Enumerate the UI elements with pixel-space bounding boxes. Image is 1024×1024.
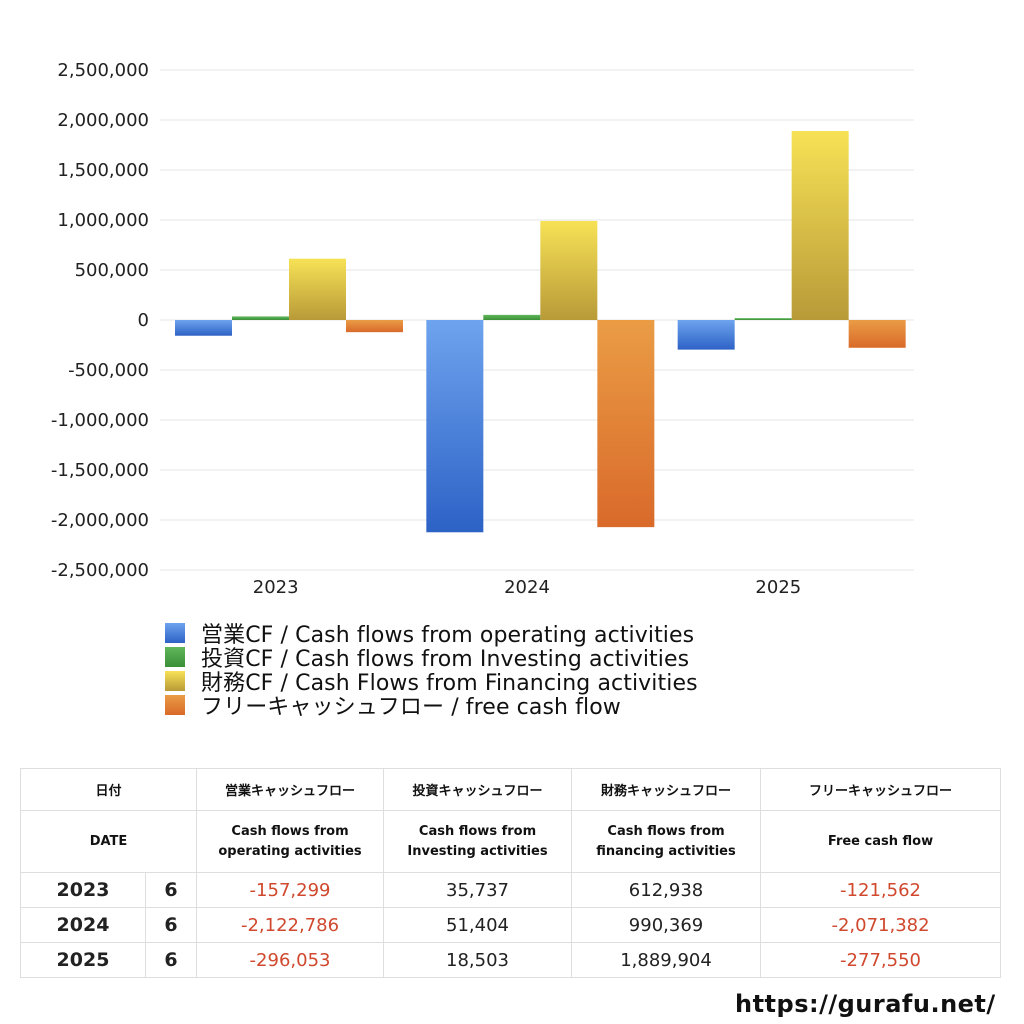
legend-item-operating: 営業CF / Cash flows from operating activit… xyxy=(165,621,698,648)
bar-operating-2024 xyxy=(426,320,484,533)
cell-year: 2025 xyxy=(20,942,146,978)
bar-free-cash-flow-2025 xyxy=(848,320,906,348)
bar-financing-2023 xyxy=(289,258,346,320)
cell-year: 2023 xyxy=(20,872,146,908)
y-tick-label: 1,000,000 xyxy=(57,210,149,231)
header-investing-ja: 投資キャッシュフロー xyxy=(383,768,573,811)
legend-swatch-investing xyxy=(165,647,185,667)
cell-operating: -296,053 xyxy=(196,942,385,978)
header-investing-en-line1: Cash flows from xyxy=(418,823,537,839)
site-url[interactable]: https://gurafu.net/ xyxy=(735,990,996,1018)
bar-free-cash-flow-2023 xyxy=(346,320,403,333)
bar-investing-2024 xyxy=(483,314,541,320)
legend-item-financing: 財務CF / Cash Flows from Financing activit… xyxy=(165,669,698,696)
y-tick-label: 2,000,000 xyxy=(57,110,149,131)
cell-investing: 51,404 xyxy=(383,907,573,943)
y-tick-label: -1,000,000 xyxy=(51,410,149,431)
cell-free: -121,562 xyxy=(760,872,1002,908)
y-tick-label: 500,000 xyxy=(75,260,149,281)
header-operating-en-line2: operating activities xyxy=(218,843,362,859)
y-tick-label: -500,000 xyxy=(68,360,149,381)
table-header-ja: 日付 営業キャッシュフロー 投資キャッシュフロー 財務キャッシュフロー フリーキ… xyxy=(19,768,1002,811)
y-tick-label: -2,500,000 xyxy=(51,560,149,581)
bar-investing-2023 xyxy=(232,316,289,320)
legend-swatch-financing xyxy=(165,671,185,691)
bar-operating-2025 xyxy=(677,320,735,350)
header-investing-en-line2: Investing activities xyxy=(407,843,548,859)
cell-financing: 1,889,904 xyxy=(571,942,762,978)
bar-free-cash-flow-2024 xyxy=(597,320,655,528)
header-free-ja: フリーキャッシュフロー xyxy=(760,768,1002,811)
bar-financing-2025 xyxy=(791,131,849,320)
legend-item-free-cash-flow: フリーキャッシュフロー / free cash flow xyxy=(165,693,698,720)
cell-operating: -2,122,786 xyxy=(196,907,385,943)
legend-label-investing: 投資CF / Cash flows from Investing activit… xyxy=(201,647,690,672)
table-row: 2024 6 -2,122,786 51,404 990,369 -2,071,… xyxy=(20,907,1002,943)
table-row: 2025 6 -296,053 18,503 1,889,904 -277,55… xyxy=(20,942,1002,978)
cell-financing: 990,369 xyxy=(571,907,762,943)
cell-investing: 35,737 xyxy=(383,872,573,908)
bar-financing-2024 xyxy=(540,220,598,320)
legend-swatch-free-cash-flow xyxy=(165,695,185,715)
cell-free: -277,550 xyxy=(760,942,1002,978)
legend-label-operating: 営業CF / Cash flows from operating activit… xyxy=(201,623,695,648)
legend-label-financing: 財務CF / Cash Flows from Financing activit… xyxy=(201,671,698,696)
bars xyxy=(175,131,906,533)
x-tick-label: 2024 xyxy=(504,577,550,598)
header-date-en: DATE xyxy=(19,810,198,873)
y-tick-label: -2,000,000 xyxy=(51,510,149,531)
table-row: 2023 6 -157,299 35,737 612,938 -121,562 xyxy=(20,872,1002,908)
table-header-en: DATE Cash flows from operating activitie… xyxy=(19,810,1002,873)
cell-year: 2024 xyxy=(20,907,146,943)
chart-legend: 営業CF / Cash flows from operating activit… xyxy=(165,621,698,720)
cash-flow-table: 日付 営業キャッシュフロー 投資キャッシュフロー 財務キャッシュフロー フリーキ… xyxy=(19,768,1002,978)
y-tick-label: 0 xyxy=(138,310,149,331)
cell-financing: 612,938 xyxy=(571,872,762,908)
legend-swatch-operating xyxy=(165,623,185,643)
header-date-ja: 日付 xyxy=(19,768,198,811)
cell-month: 6 xyxy=(144,907,198,943)
x-tick-label: 2025 xyxy=(755,577,801,598)
y-tick-label: -1,500,000 xyxy=(51,460,149,481)
cell-month: 6 xyxy=(144,942,198,978)
header-financing-ja: 財務キャッシュフロー xyxy=(571,768,762,811)
y-tick-label: 1,500,000 xyxy=(57,160,149,181)
x-axis-ticks: 2023 2024 2025 xyxy=(253,577,801,598)
cash-flow-bar-chart: 2,500,000 2,000,000 1,500,000 1,000,000 500,… xyxy=(51,60,914,598)
header-free-en: Free cash flow xyxy=(760,810,1002,873)
header-operating-en-line1: Cash flows from xyxy=(231,823,349,839)
header-operating-ja: 営業キャッシュフロー xyxy=(196,768,385,811)
header-operating-en: Cash flows from operating activities xyxy=(196,810,385,873)
cell-investing: 18,503 xyxy=(383,942,573,978)
header-financing-en: Cash flows from financing activities xyxy=(571,810,762,873)
bar-investing-2025 xyxy=(734,318,792,320)
header-investing-en: Cash flows from Investing activities xyxy=(383,810,573,873)
y-axis-ticks: 2,500,000 2,000,000 1,500,000 1,000,000 500,… xyxy=(51,60,149,581)
bar-operating-2023 xyxy=(175,320,232,336)
cell-month: 6 xyxy=(144,872,198,908)
legend-item-investing: 投資CF / Cash flows from Investing activit… xyxy=(165,645,698,672)
legend-label-free-cash-flow: フリーキャッシュフロー / free cash flow xyxy=(201,695,621,720)
cell-operating: -157,299 xyxy=(196,872,385,908)
header-financing-en-line2: financing activities xyxy=(596,843,736,859)
x-tick-label: 2023 xyxy=(253,577,299,598)
cell-free: -2,071,382 xyxy=(760,907,1002,943)
header-financing-en-line1: Cash flows from xyxy=(607,823,725,839)
y-tick-label: 2,500,000 xyxy=(57,60,149,81)
